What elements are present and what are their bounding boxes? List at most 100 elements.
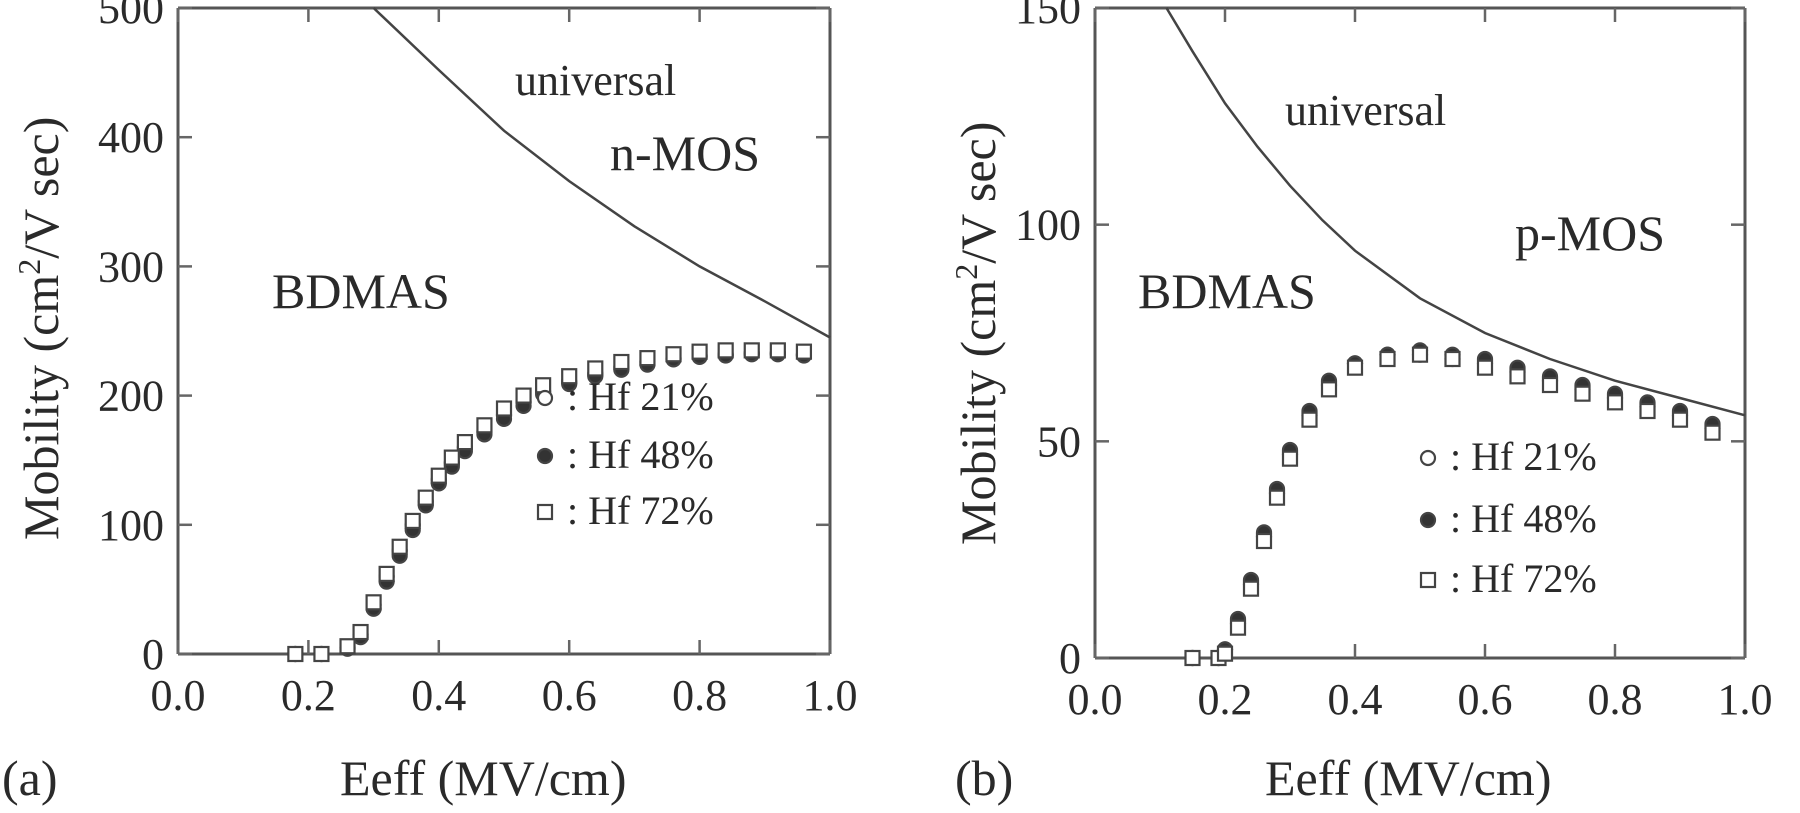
y-tick-label: 100 <box>98 501 164 550</box>
data-point <box>1346 359 1364 376</box>
chart-a-legend: : Hf 21% : Hf 48% : Hf 72% <box>536 374 714 533</box>
chart-b-x-tick-labels: 0.0 0.2 0.4 0.6 0.8 1.0 <box>1068 675 1773 724</box>
chart-b-y-axis-label: Mobility (cm2/V sec) <box>948 122 1006 545</box>
chart-b-plot-frame <box>1093 6 1747 660</box>
data-point <box>378 565 395 582</box>
x-tick-label: 0.8 <box>672 671 727 720</box>
x-tick-label: 0.4 <box>411 671 466 720</box>
data-point <box>1242 580 1260 597</box>
y-tick-label: 100 <box>1015 201 1081 250</box>
data-point <box>1541 376 1559 394</box>
legend-label: : Hf 21% <box>567 374 714 419</box>
chart-a-y-axis-label: Mobility (cm2/V sec) <box>11 117 69 540</box>
chart-b: 0.0 0.2 0.4 0.6 0.8 1.0 0 50 100 150 universal p… <box>948 0 1773 806</box>
chart-a-universal-label: universal <box>515 56 676 105</box>
y-tick-label: 0 <box>1059 634 1081 683</box>
x-tick-label: 0.4 <box>1328 675 1383 724</box>
data-point <box>443 449 460 466</box>
data-point <box>1509 368 1526 385</box>
x-tick-label: 0.6 <box>542 671 597 720</box>
data-point <box>587 360 604 377</box>
chart-b-device-label: p-MOS <box>1515 205 1665 261</box>
chart-a-x-tick-labels: 0.0 0.2 0.4 0.6 0.8 1.0 <box>151 671 858 720</box>
data-point <box>1379 350 1396 368</box>
chart-a-x-axis-label: Eeff (MV/cm) <box>340 750 626 806</box>
chart-a-ticks <box>176 6 832 656</box>
data-point <box>717 342 734 359</box>
data-point <box>1574 385 1591 402</box>
data-point <box>1184 649 1201 667</box>
legend-marker-filled-circle <box>1419 511 1437 529</box>
data-point <box>476 417 493 434</box>
chart-b-panel-label: (b) <box>955 750 1013 806</box>
legend-label: : Hf 72% <box>1450 556 1597 601</box>
x-tick-label: 0.2 <box>281 671 336 720</box>
data-point <box>1606 394 1624 411</box>
legend-label: : Hf 48% <box>567 432 714 477</box>
data-point <box>1639 402 1656 420</box>
data-point <box>352 623 369 641</box>
chart-b-y-tick-labels: 0 50 100 150 <box>1015 0 1081 683</box>
data-point <box>1444 350 1461 368</box>
chart-a-device-label: n-MOS <box>610 125 760 181</box>
y-tick-label: 50 <box>1037 417 1081 466</box>
data-point <box>313 645 330 663</box>
chart-a-sample-label: BDMAS <box>272 263 450 319</box>
chart-b-sample-label: BDMAS <box>1138 263 1316 319</box>
data-point <box>391 538 408 555</box>
legend-marker-open-circle <box>1419 449 1437 467</box>
data-point <box>769 342 786 359</box>
data-point <box>515 387 532 404</box>
data-point <box>1476 359 1494 376</box>
y-tick-label: 0 <box>142 630 164 679</box>
chart-a-y-tick-labels: 0 100 200 300 400 500 <box>98 0 164 679</box>
chart-a-universal-curve <box>372 7 831 339</box>
chart-b-universal-curve <box>1165 7 1746 417</box>
legend-marker-open-square <box>1419 571 1437 589</box>
y-tick-label: 500 <box>98 0 164 33</box>
chart-b-universal-label: universal <box>1285 86 1446 135</box>
chart-a-plot-frame <box>176 6 832 656</box>
legend-marker-filled-circle <box>536 447 554 465</box>
data-point <box>456 434 473 451</box>
chart-b-points <box>1184 342 1721 667</box>
legend-marker-open-circle <box>536 389 554 407</box>
data-point <box>1229 619 1247 636</box>
legend-marker-open-square <box>536 503 554 521</box>
legend-label: : Hf 72% <box>567 488 714 533</box>
chart-a: 0.0 0.2 0.4 0.6 0.8 1.0 0 100 200 300 400 500 univ… <box>2 0 858 806</box>
x-tick-label: 0.0 <box>151 671 206 720</box>
data-point <box>1301 411 1318 428</box>
series-open-square <box>287 342 813 663</box>
data-point <box>1411 346 1429 363</box>
data-point <box>691 343 708 360</box>
data-point <box>743 342 760 359</box>
chart-b-ticks <box>1093 6 1747 660</box>
x-tick-label: 0.2 <box>1198 675 1253 724</box>
legend-label: : Hf 48% <box>1450 496 1597 541</box>
data-point <box>613 353 630 371</box>
data-point <box>339 638 356 655</box>
chart-b-x-axis-label: Eeff (MV/cm) <box>1265 750 1551 806</box>
data-point <box>1671 411 1689 428</box>
data-point <box>795 343 813 360</box>
legend-label: : Hf 21% <box>1450 434 1597 479</box>
data-point <box>1320 381 1338 398</box>
data-point <box>430 467 447 484</box>
x-tick-label: 1.0 <box>803 671 858 720</box>
x-tick-label: 0.8 <box>1588 675 1643 724</box>
data-point <box>1704 424 1721 441</box>
x-tick-label: 1.0 <box>1718 675 1773 724</box>
y-tick-label: 300 <box>98 242 164 291</box>
chart-a-points <box>287 342 813 663</box>
y-tick-label: 400 <box>98 113 164 162</box>
data-point <box>417 489 434 506</box>
data-point <box>287 645 304 663</box>
x-tick-label: 0.0 <box>1068 675 1123 724</box>
data-point <box>639 350 656 367</box>
data-point <box>561 368 578 385</box>
y-tick-label: 200 <box>98 372 164 421</box>
data-point <box>1268 489 1286 506</box>
data-point <box>665 346 682 363</box>
